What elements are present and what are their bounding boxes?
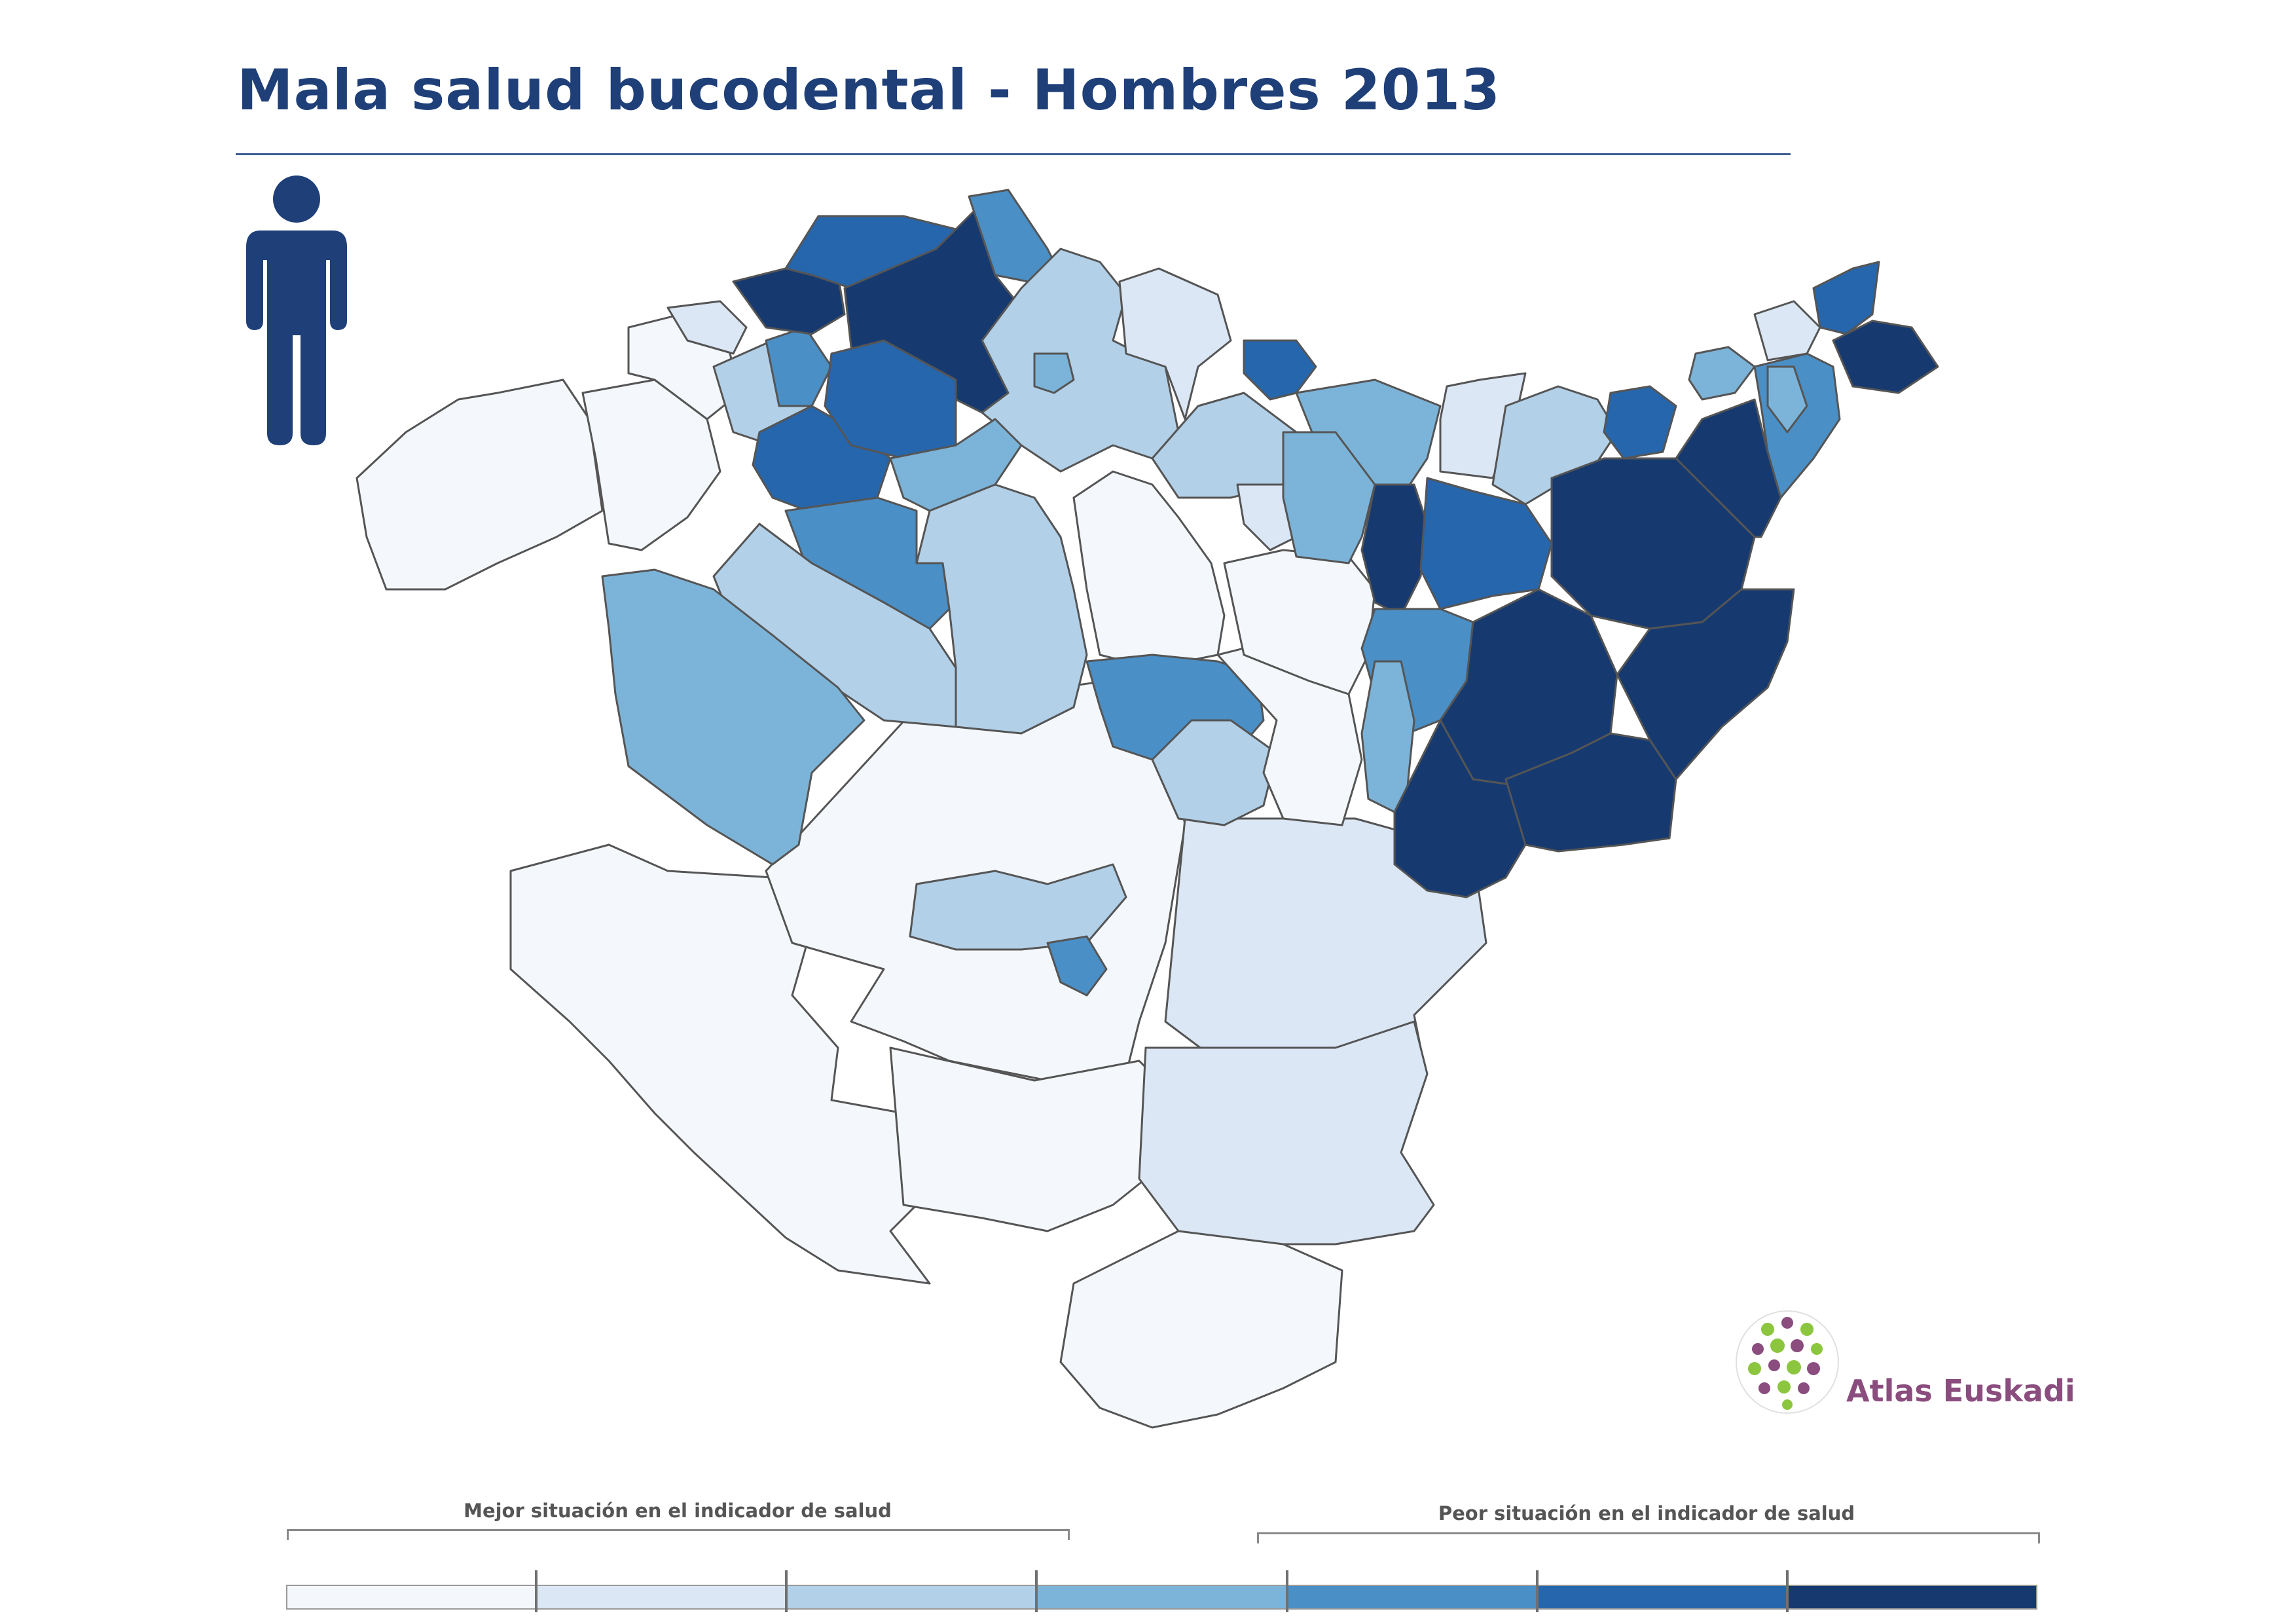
region-ayala[interactable] xyxy=(601,568,866,866)
page-title: Mala salud bucodental - Hombres 2013 xyxy=(237,58,1501,123)
legend-swatch-2 xyxy=(537,1586,788,1608)
region-irun[interactable] xyxy=(1832,320,1939,394)
region-bilbao-north[interactable] xyxy=(765,326,833,407)
legend-tick xyxy=(785,1570,788,1612)
region-eibar[interactable] xyxy=(1282,431,1376,564)
region-mutriku[interactable] xyxy=(1243,339,1317,401)
legend-tick xyxy=(1785,1570,1789,1612)
legend-swatch-7 xyxy=(1786,1586,2037,1608)
region-urola[interactable] xyxy=(1393,719,1527,898)
atlas-euskadi-logo xyxy=(1736,1310,1839,1414)
region-elgoibar[interactable] xyxy=(1360,483,1429,617)
legend-better-label: Mejor situación en el indicador de salud xyxy=(464,1500,892,1522)
male-person-icon xyxy=(246,175,347,445)
region-orio[interactable] xyxy=(1603,385,1677,460)
region-errenteria[interactable] xyxy=(1753,300,1821,361)
legend-better-bracket xyxy=(287,1529,1070,1540)
legend-tick xyxy=(535,1570,538,1612)
region-montana-alavesa[interactable] xyxy=(1138,1020,1435,1246)
legend-swatch-6 xyxy=(1536,1586,1787,1608)
region-elorrio[interactable] xyxy=(1236,483,1298,551)
region-galdakao[interactable] xyxy=(889,418,1023,512)
choropleth-map xyxy=(355,189,1939,1429)
legend-swatch-4 xyxy=(1036,1586,1287,1608)
legend-swatch-3 xyxy=(787,1586,1037,1608)
region-lasarte[interactable] xyxy=(1766,365,1808,434)
region-gernika-inner[interactable] xyxy=(1033,352,1075,394)
region-beasain[interactable] xyxy=(1504,732,1677,853)
legend-tick xyxy=(1535,1570,1539,1612)
title-divider xyxy=(236,153,1791,155)
legend-tick xyxy=(1285,1570,1288,1612)
logo-text: Atlas Euskadi xyxy=(1846,1373,2075,1409)
region-vitoria[interactable] xyxy=(909,863,1127,951)
region-rioja-alavesa[interactable] xyxy=(1059,1230,1343,1429)
legend-tick xyxy=(1035,1570,1038,1612)
legend-color-scale xyxy=(286,1585,2037,1610)
legend-worse-bracket xyxy=(1257,1532,2040,1543)
region-arratia[interactable] xyxy=(915,483,1088,735)
legend-swatch-5 xyxy=(1286,1586,1537,1608)
region-vitoria-core[interactable] xyxy=(1046,935,1108,997)
legend-worse-label: Peor situación en el indicador de salud xyxy=(1438,1502,1855,1524)
region-donostia[interactable] xyxy=(1688,346,1756,401)
region-ondarroa[interactable] xyxy=(1118,267,1232,420)
region-encartaciones[interactable] xyxy=(355,378,604,591)
region-getxo[interactable] xyxy=(666,300,748,355)
region-alava-south[interactable] xyxy=(889,1046,1180,1232)
region-donostialdea[interactable] xyxy=(1616,588,1795,781)
region-duranguesado[interactable] xyxy=(1072,470,1226,669)
legend-swatch-1 xyxy=(287,1586,538,1608)
